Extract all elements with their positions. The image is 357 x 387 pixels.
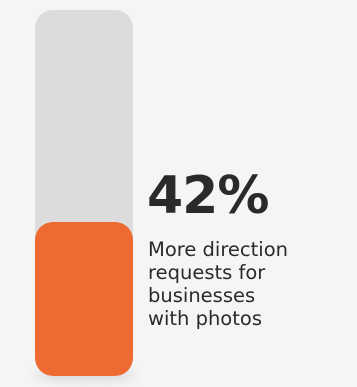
progress-bar-track — [35, 10, 133, 376]
stat-percentage: 42% — [147, 166, 269, 226]
stat-caption-line-3: businesses — [148, 284, 256, 307]
progress-bar-fill — [35, 222, 133, 376]
stat-caption: More direction requests for businesses w… — [148, 238, 288, 330]
stat-caption-line-1: More direction — [148, 238, 288, 261]
stat-caption-line-2: requests for — [148, 261, 266, 284]
stat-caption-line-4: with photos — [148, 307, 262, 330]
